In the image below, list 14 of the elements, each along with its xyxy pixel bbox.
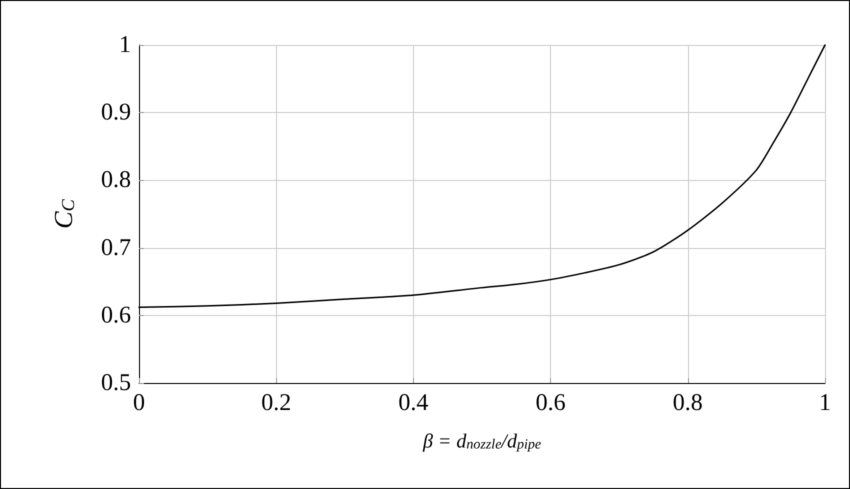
- x-tick-label: 0.8: [672, 390, 703, 416]
- y-tick-label: 0.6: [101, 302, 131, 328]
- x-tick-label: 0.2: [261, 390, 292, 416]
- x-tick-label: 1: [819, 390, 831, 416]
- y-tick-label: 0.8: [101, 167, 131, 194]
- x-tick-label: 0.6: [536, 390, 566, 416]
- x-tick-label: 0: [133, 390, 145, 416]
- y-tick-label: 0.5: [101, 370, 131, 396]
- y-tick-label: 0.9: [101, 100, 131, 126]
- y-tick-label: 0.7: [101, 234, 131, 261]
- y-axis-title: CC: [48, 198, 78, 229]
- x-tick-label: 0.4: [398, 390, 428, 416]
- y-tick-label: 1: [119, 32, 131, 58]
- x-axis-title: β = dnozzle/dpipe: [422, 430, 542, 452]
